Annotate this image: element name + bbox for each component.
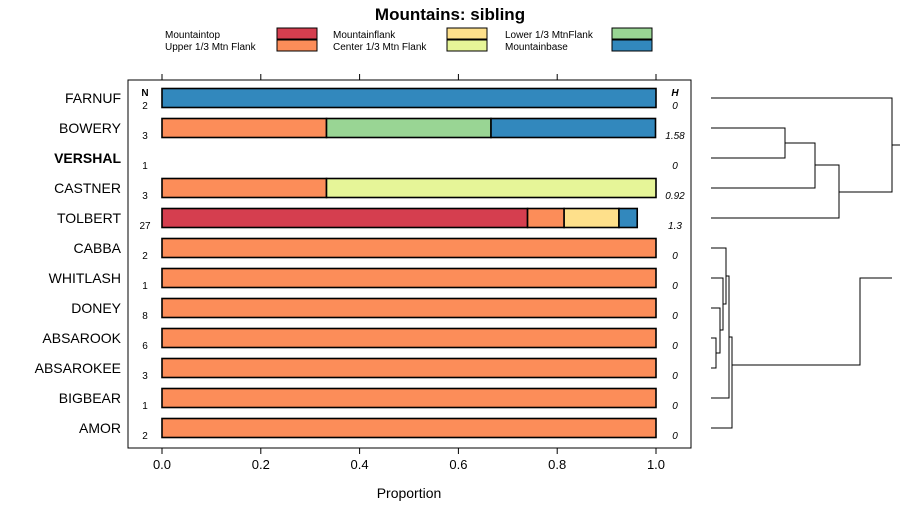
bar-segment	[161, 297, 657, 319]
bar-segment	[161, 387, 657, 409]
category-label: CABBA	[74, 240, 122, 256]
bar-segment	[526, 207, 565, 229]
h-header: H	[671, 88, 679, 99]
dendro-link	[711, 337, 717, 369]
category-label: CASTNER	[54, 180, 121, 196]
h-value: 0	[672, 161, 678, 172]
category-label: BIGBEAR	[59, 390, 121, 406]
dendro-link	[711, 164, 840, 219]
h-value: 0.92	[665, 191, 685, 202]
n-header: N	[141, 88, 148, 99]
legend-swatch	[611, 27, 653, 40]
dendrogram	[711, 97, 900, 429]
n-value: 3	[142, 371, 148, 382]
bar-segment	[563, 207, 620, 229]
bar-segment	[161, 267, 657, 289]
dendro-link	[711, 247, 727, 305]
h-value: 0	[672, 311, 678, 322]
x-axis: 0.0 0.2 0.4 0.6 0.8 1.0	[153, 74, 665, 472]
plot-frame	[127, 79, 692, 449]
n-value: 8	[142, 311, 148, 322]
category-label: VERSHAL	[54, 150, 121, 166]
x-tick-label: 0.0	[153, 457, 171, 472]
category-label: FARNUF	[65, 90, 121, 106]
legend-swatch	[446, 27, 488, 40]
bar-segment	[161, 417, 657, 439]
bar-segment	[618, 207, 639, 229]
h-value: 0	[672, 251, 678, 262]
h-value: 0	[672, 431, 678, 442]
n-value: 2	[142, 251, 148, 262]
bar-segment	[161, 237, 657, 259]
h-value: 1.3	[668, 221, 682, 232]
category-label: TOLBERT	[57, 210, 122, 226]
bar-segment	[161, 87, 657, 109]
h-value: 1.58	[665, 131, 685, 142]
rows: FARNUF 2 0 BOWERY 3 1.58 VERSHAL 1 0 CASTNER 3 0.92…	[35, 87, 685, 442]
legend-swatch	[276, 39, 318, 52]
n-value: 1	[142, 161, 148, 172]
dendro-link	[711, 97, 893, 193]
x-axis-title: Proportion	[377, 485, 442, 501]
chart-title: Mountains: sibling	[375, 5, 525, 24]
category-label: WHITLASH	[49, 270, 121, 286]
n-value: 3	[142, 131, 148, 142]
n-value: 1	[142, 281, 148, 292]
dendro-link	[731, 277, 892, 383]
legend-label: Lower 1/3 MtnFlank	[505, 30, 594, 41]
bar-segment	[325, 117, 492, 139]
category-label: ABSAROKEE	[35, 360, 121, 376]
h-value: 0	[672, 281, 678, 292]
x-tick-label: 0.6	[449, 457, 467, 472]
legend-swatch	[611, 39, 653, 52]
h-value: 0	[672, 101, 678, 112]
h-value: 0	[672, 371, 678, 382]
bar-segment	[161, 357, 657, 379]
dendro-link	[711, 142, 816, 189]
bar-segment	[490, 117, 657, 139]
bar-segment	[161, 327, 657, 349]
n-value: 2	[142, 101, 148, 112]
x-tick-label: 1.0	[647, 457, 665, 472]
bar-segment	[161, 117, 328, 139]
n-value: 6	[142, 341, 148, 352]
n-value: 2	[142, 431, 148, 442]
bar-segment	[161, 207, 529, 229]
category-label: ABSAROOK	[42, 330, 121, 346]
legend-label: Mountainflank	[333, 30, 396, 41]
legend-swatch	[446, 39, 488, 52]
x-tick-label: 0.4	[351, 457, 369, 472]
x-tick-label: 0.2	[252, 457, 270, 472]
category-label: DONEY	[71, 300, 121, 316]
bar-segment	[161, 177, 328, 199]
x-tick-label: 0.8	[548, 457, 566, 472]
dendro-link	[711, 127, 786, 159]
legend-label: Upper 1/3 Mtn Flank	[165, 42, 257, 53]
bar-segment	[325, 177, 657, 199]
h-value: 0	[672, 341, 678, 352]
n-value: 1	[142, 401, 148, 412]
dendro-link	[711, 277, 724, 331]
category-label: AMOR	[79, 420, 121, 436]
n-value: 27	[139, 221, 151, 232]
h-value: 0	[672, 401, 678, 412]
n-value: 3	[142, 191, 148, 202]
legend-swatch	[276, 27, 318, 40]
legend-label: Center 1/3 Mtn Flank	[333, 42, 427, 53]
legend-label: Mountaintop	[165, 30, 220, 41]
legend-label: Mountainbase	[505, 42, 568, 53]
category-label: BOWERY	[59, 120, 122, 136]
